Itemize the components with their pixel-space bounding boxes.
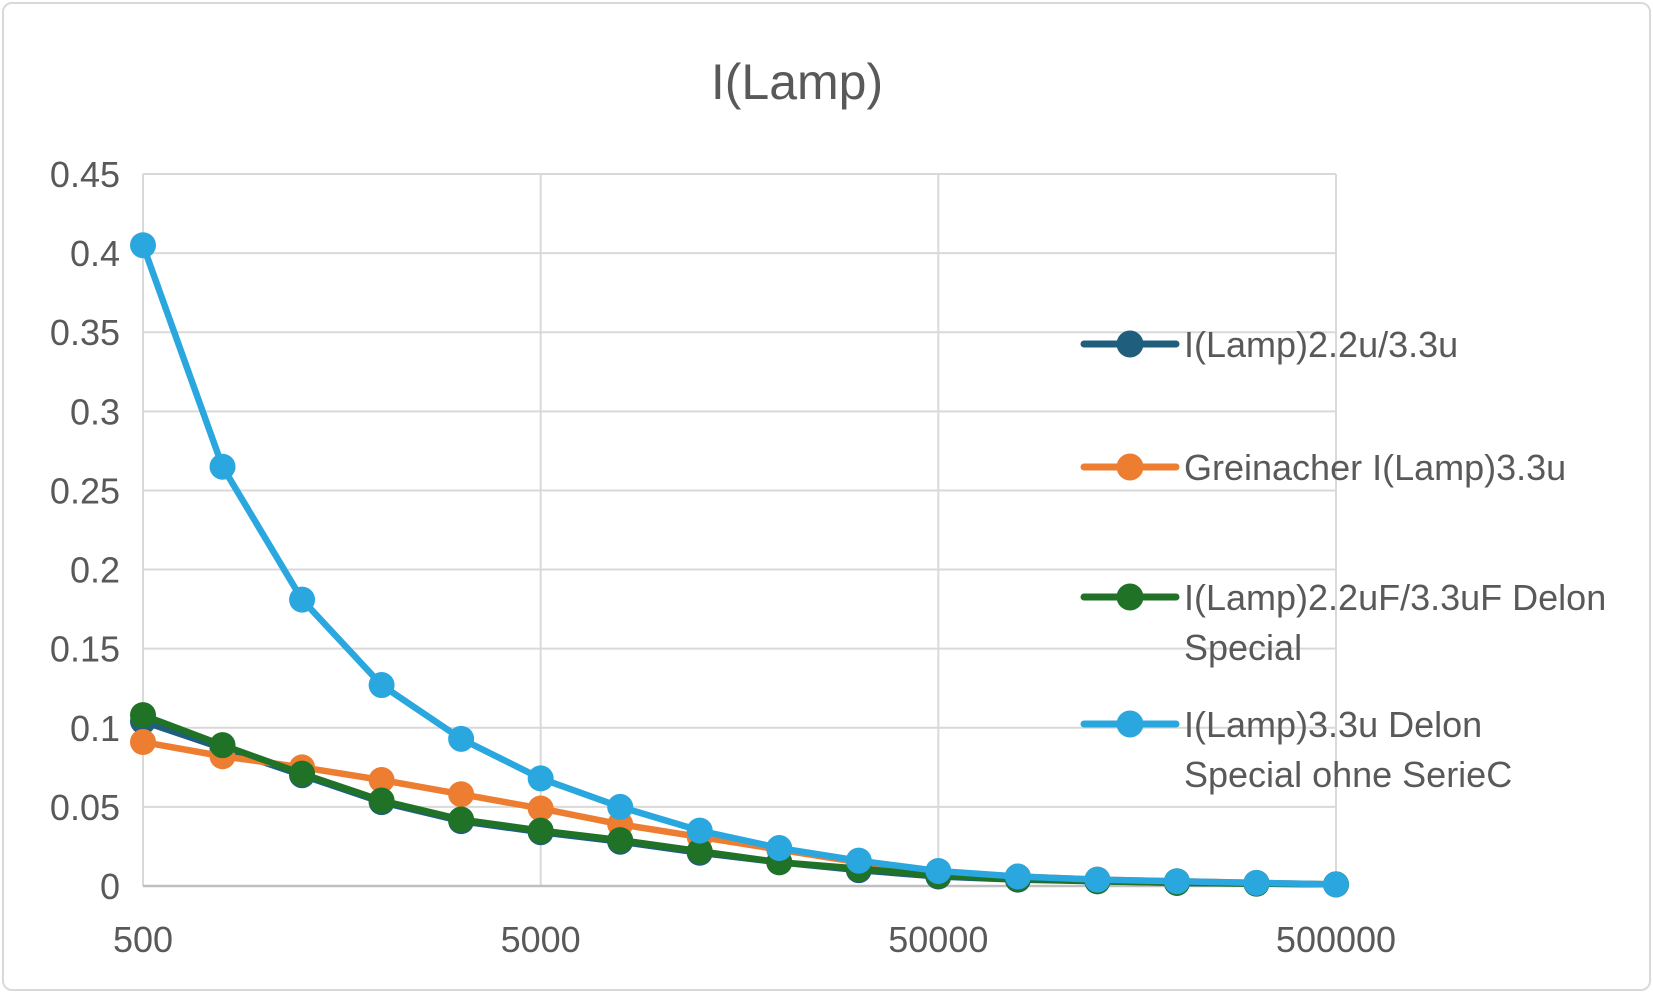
y-tick-label: 0.35 bbox=[50, 312, 120, 353]
series-layer bbox=[130, 232, 1349, 898]
data-point bbox=[1084, 866, 1111, 893]
y-tick-label: 0.15 bbox=[50, 629, 120, 670]
legend-item: I(Lamp)2.2uF/3.3uF Delon Special bbox=[1080, 577, 1606, 668]
legend-label: I(Lamp)3.3u Delon bbox=[1184, 704, 1482, 745]
y-tick-label: 0.25 bbox=[50, 470, 120, 511]
data-point bbox=[607, 827, 634, 854]
data-point bbox=[448, 725, 475, 752]
y-tick-label: 0 bbox=[100, 866, 120, 907]
y-tick-label: 0.2 bbox=[70, 550, 120, 591]
data-point bbox=[686, 817, 713, 844]
data-point bbox=[368, 672, 395, 699]
data-point bbox=[368, 787, 395, 814]
legend-item: Greinacher I(Lamp)3.3u bbox=[1080, 447, 1566, 488]
legend-label: I(Lamp)2.2u/3.3u bbox=[1184, 324, 1458, 365]
legend-item: I(Lamp)3.3u Delon Special ohne SerieC bbox=[1080, 704, 1512, 795]
legend-label: Special ohne SerieC bbox=[1184, 754, 1512, 795]
x-tick-label: 5000 bbox=[501, 919, 581, 960]
y-tick-label: 0.45 bbox=[50, 154, 120, 195]
legend-label: Greinacher I(Lamp)3.3u bbox=[1184, 447, 1566, 488]
axis-labels-layer: 0 0.05 0.1 0.15 0.2 0.25 0.3 0.35 0.4 0.45 500 5000… bbox=[50, 154, 1396, 960]
legend-marker-dot bbox=[1116, 453, 1144, 481]
y-tick-label: 0.05 bbox=[50, 787, 120, 828]
legend-item: I(Lamp)2.2u/3.3u bbox=[1080, 324, 1458, 365]
x-tick-label: 500000 bbox=[1276, 919, 1396, 960]
data-point bbox=[209, 732, 236, 759]
data-point bbox=[766, 835, 793, 862]
data-point bbox=[527, 795, 554, 822]
data-point bbox=[448, 781, 475, 808]
data-point bbox=[1243, 869, 1270, 896]
data-point bbox=[1323, 871, 1349, 898]
chart-title: I(Lamp) bbox=[711, 54, 883, 110]
data-point bbox=[130, 702, 156, 729]
data-point bbox=[607, 793, 634, 820]
y-tick-label: 0.3 bbox=[70, 391, 120, 432]
legend-label: Special bbox=[1184, 627, 1302, 668]
data-point bbox=[130, 232, 156, 259]
y-tick-label: 0.1 bbox=[70, 708, 120, 749]
data-point bbox=[130, 729, 156, 756]
legend-label: I(Lamp)2.2uF/3.3uF Delon bbox=[1184, 577, 1606, 618]
legend-marker-dot bbox=[1116, 583, 1144, 611]
data-point bbox=[448, 806, 475, 833]
legend: I(Lamp)2.2u/3.3u Greinacher I(Lamp)3.3u I(… bbox=[1080, 324, 1606, 795]
data-point bbox=[527, 765, 554, 792]
data-point bbox=[845, 847, 872, 874]
x-tick-label: 50000 bbox=[888, 919, 988, 960]
lamp-current-line-chart: 0 0.05 0.1 0.15 0.2 0.25 0.3 0.35 0.4 0.45 500 5000… bbox=[50, 54, 1606, 960]
data-point bbox=[1004, 863, 1031, 890]
y-tick-label: 0.4 bbox=[70, 233, 120, 274]
data-point bbox=[925, 857, 952, 884]
data-point bbox=[289, 586, 316, 613]
series-line-i-lamp-3-3u-delon-special-ohne-seriec bbox=[139, 241, 1340, 888]
data-point bbox=[527, 817, 554, 844]
grid-layer bbox=[142, 173, 1337, 888]
data-point bbox=[368, 766, 395, 793]
data-point bbox=[686, 838, 713, 865]
data-point bbox=[1163, 868, 1190, 895]
x-tick-label: 500 bbox=[113, 919, 173, 960]
series-line-i-lamp-2-2uf-3-3uf-delon-special bbox=[139, 711, 1340, 888]
data-point bbox=[209, 453, 236, 480]
data-point bbox=[289, 760, 316, 787]
series-line-greinacher-i-lamp-3-3u bbox=[139, 738, 1340, 888]
legend-marker-dot bbox=[1116, 330, 1144, 358]
legend-marker-dot bbox=[1116, 710, 1144, 738]
